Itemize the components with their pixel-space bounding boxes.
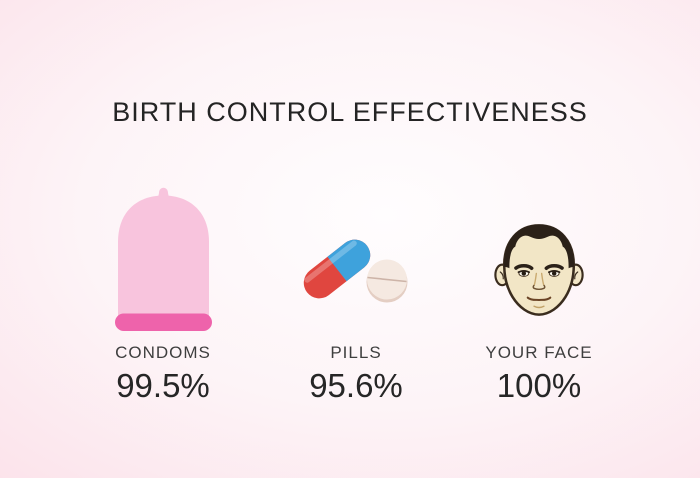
- stat-value-pills: 95.6%: [309, 367, 403, 404]
- pills-icon-area: [301, 180, 411, 332]
- stat-label-condoms: CONDOMS: [115, 343, 211, 362]
- condom-icon-area: [114, 180, 212, 332]
- stat-value-your-face: 100%: [496, 367, 582, 404]
- stat-column-pills: PILLS 95.6%: [256, 180, 456, 405]
- page-title: BIRTH CONTROL EFFECTIVENESS: [112, 97, 588, 127]
- pills-icon: [303, 239, 408, 303]
- face-icon-area: [489, 180, 589, 332]
- stat-column-your-face: YOUR FACE 100%: [439, 180, 639, 405]
- stat-value-condoms: 99.5%: [116, 367, 210, 404]
- stat-label-pills: PILLS: [330, 343, 382, 362]
- condom-icon: [114, 187, 212, 331]
- stat-column-condoms: CONDOMS 99.5%: [63, 180, 263, 405]
- stat-label-your-face: YOUR FACE: [485, 343, 593, 362]
- face-icon: [494, 224, 584, 316]
